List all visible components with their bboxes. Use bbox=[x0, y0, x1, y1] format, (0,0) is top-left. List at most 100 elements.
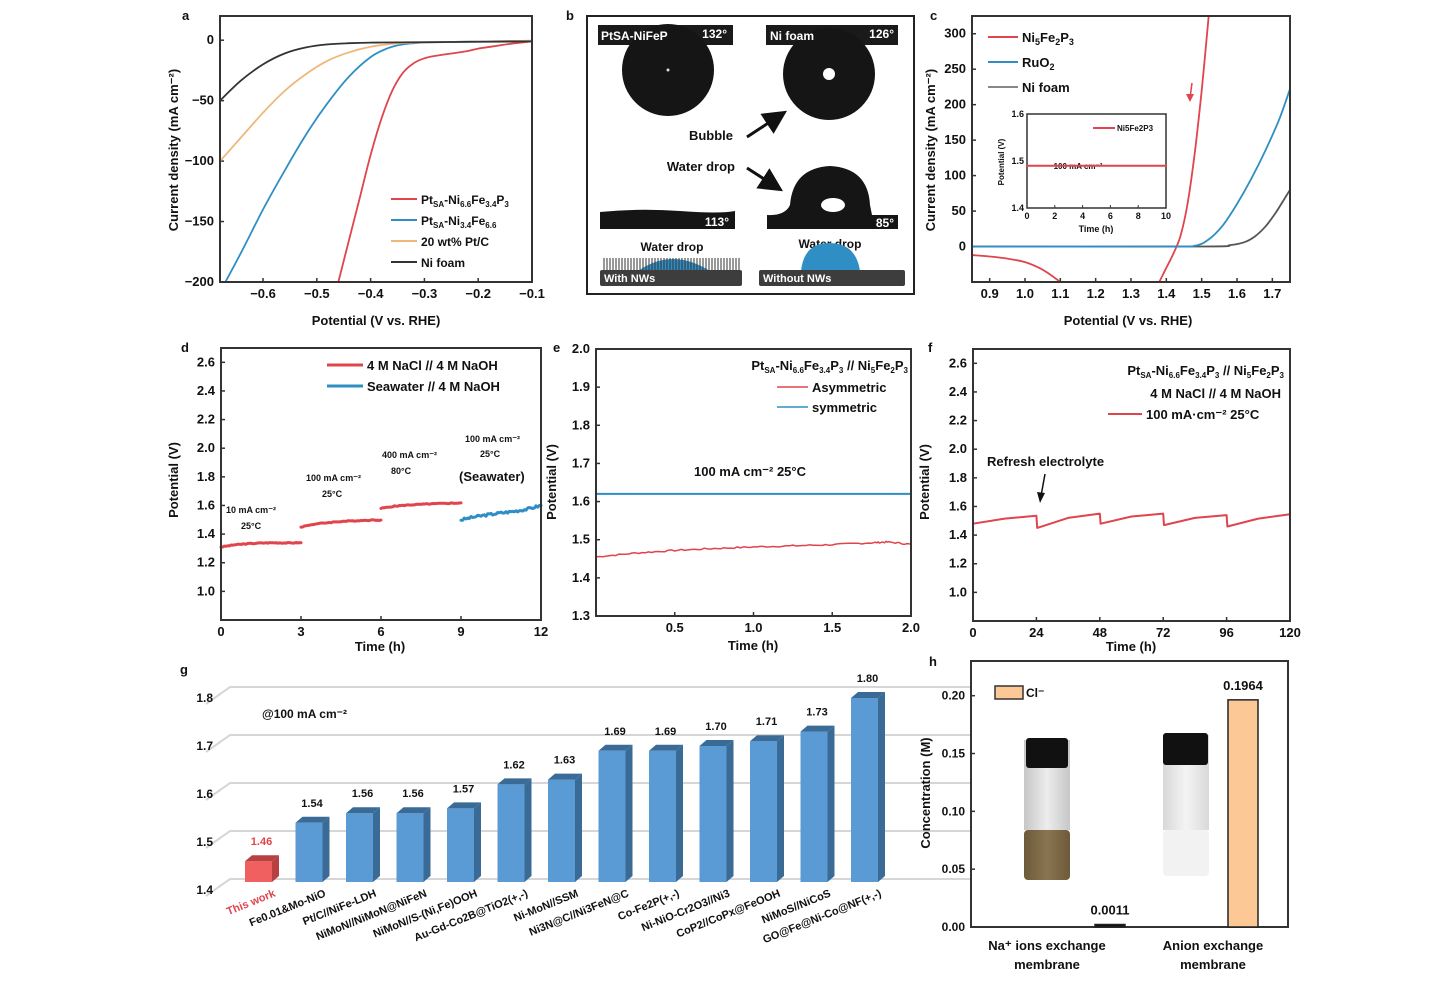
x-tick-label: 0 bbox=[217, 624, 224, 639]
legend-entry: Ni5Fe2P3 bbox=[1022, 30, 1074, 47]
y-tick-label: 2.6 bbox=[197, 354, 215, 369]
bar-top bbox=[800, 725, 835, 732]
inset-x-tick-label: 2 bbox=[1052, 211, 1057, 221]
series-line bbox=[459, 504, 543, 522]
annotation: 25°C bbox=[241, 521, 262, 531]
bar bbox=[447, 808, 474, 882]
legend-title: PtSA-Ni6.6Fe3.4P3 // Ni5Fe2P3 bbox=[1127, 363, 1284, 380]
inset-x-tick-label: 4 bbox=[1080, 211, 1085, 221]
legend-entry: 20 wt% Pt/C bbox=[421, 235, 489, 249]
value-label: 1.69 bbox=[604, 726, 625, 738]
bar bbox=[851, 698, 878, 882]
bar-top bbox=[346, 807, 380, 814]
x-tick-label: 0 bbox=[969, 625, 976, 640]
inset-y-tick-label: 1.4 bbox=[1011, 203, 1024, 213]
y-tick-label: 1.8 bbox=[949, 470, 967, 485]
category-label: membrane bbox=[1180, 957, 1246, 972]
y-tick-label: 1.4 bbox=[572, 570, 591, 585]
legend-entry: PtSA-Ni3.4Fe6.6 bbox=[421, 214, 497, 230]
bar-top bbox=[649, 744, 683, 751]
y-tick-label: 2.2 bbox=[949, 413, 967, 428]
legend: Ni5Fe2P3 RuO2 Ni foam bbox=[988, 30, 1074, 95]
y-tick-label: 0 bbox=[959, 239, 966, 254]
y-tick-label: 2.4 bbox=[949, 384, 968, 399]
bar-top bbox=[447, 802, 481, 809]
y-axis-label: Current density (mA cm⁻²) bbox=[166, 69, 181, 231]
legend: 4 M NaCl // 4 M NaOH Seawater // 4 M NaO… bbox=[327, 358, 500, 394]
y-tick-label: 1.8 bbox=[197, 469, 215, 484]
y-tick-label: 0 bbox=[207, 32, 214, 47]
annotation: 400 mA cm⁻² bbox=[382, 450, 437, 460]
panel-h-chloride-concentration: h 0.00 0.05 0.10 0.15 0.20 0.0011 0.1964 Conce… bbox=[918, 654, 1289, 972]
value-label: 1.46 bbox=[251, 836, 272, 848]
arrow-icon bbox=[746, 110, 788, 139]
contact-angle: 113° bbox=[705, 215, 729, 229]
legend-entry: Ni foam bbox=[421, 256, 465, 270]
panel-label: h bbox=[929, 654, 937, 669]
y-tick-label: 2.0 bbox=[572, 341, 590, 356]
inset-x-tick-label: 0 bbox=[1024, 211, 1029, 221]
annotation: 100 mA cm⁻² bbox=[306, 473, 361, 483]
value-label: 0.1964 bbox=[1223, 678, 1264, 693]
x-tick-label: −0.1 bbox=[519, 286, 545, 301]
x-tick-label: 1.7 bbox=[1263, 286, 1281, 301]
value-label: 1.56 bbox=[352, 788, 373, 800]
vial-photo-right bbox=[1163, 733, 1209, 876]
value-label: 1.57 bbox=[453, 783, 474, 795]
gridline bbox=[205, 686, 1000, 705]
plot-frame bbox=[971, 15, 1291, 283]
annotation: Refresh electrolyte bbox=[987, 454, 1104, 469]
y-tick-label: 1.6 bbox=[949, 498, 967, 513]
x-tick-label: 9 bbox=[457, 624, 464, 639]
panel-a-hydrogen-evolution-polarization: a −0.6 −0.5 −0.4 −0.3 −0.2 −0.1 0 −50 −100 −150 −2… bbox=[166, 8, 545, 328]
annotation: 100 mA cm⁻² 25°C bbox=[694, 464, 807, 479]
legend-entry: 100 mA·cm⁻² 25°C bbox=[1146, 407, 1260, 422]
bar-top bbox=[598, 744, 633, 751]
annotation: 10 mA cm⁻² bbox=[226, 505, 276, 515]
y-tick-label: 1.5 bbox=[572, 532, 590, 547]
panel-f-long-term-stability: f 0 24 48 72 96 120 1.0 1.2 1.4 1.6 1.8 2.0 2.2 2.4 2.… bbox=[917, 340, 1301, 654]
x-tick-label: 24 bbox=[1029, 625, 1044, 640]
annotation: 25°C bbox=[480, 449, 501, 459]
plot-area: 0 3 6 9 12 1.0 1.2 1.4 1.6 1.8 2.0 2.2 2.4 2.6 bbox=[197, 354, 548, 639]
x-tick-label: 0.9 bbox=[981, 286, 999, 301]
y-tick-label: 250 bbox=[944, 61, 966, 76]
nanowire-array bbox=[603, 258, 740, 270]
bar-side bbox=[676, 744, 683, 882]
category-label: membrane bbox=[1014, 957, 1080, 972]
bar-side bbox=[524, 778, 532, 882]
bar-side bbox=[322, 816, 330, 882]
bar-top bbox=[497, 778, 532, 785]
inset-y-tick-label: 1.6 bbox=[1011, 109, 1024, 119]
image-title: Ni foam bbox=[770, 29, 814, 43]
vial-cap bbox=[1026, 738, 1068, 768]
y-tick-label: −150 bbox=[185, 214, 214, 229]
inset-x-tick-label: 10 bbox=[1161, 211, 1171, 221]
x-tick-label: 6 bbox=[377, 624, 384, 639]
y-axis-label: Potential (V) bbox=[166, 442, 181, 518]
bar bbox=[699, 746, 727, 882]
y-tick-label: 2.0 bbox=[197, 440, 215, 455]
bar-side bbox=[726, 740, 734, 882]
plot-area: 0.00 0.05 0.10 0.15 0.20 0.0011 0.1964 bbox=[942, 678, 1264, 934]
contact-angle: 132° bbox=[702, 27, 727, 41]
substrate bbox=[759, 270, 905, 286]
x-tick-label: −0.4 bbox=[358, 286, 384, 301]
chart-annotation: @100 mA cm⁻² bbox=[262, 707, 347, 721]
x-tick-label: 3 bbox=[297, 624, 304, 639]
panel-c-oxygen-evolution-polarization: c 0.9 1.0 1.1 1.2 1.3 1.4 1.5 1.6 1.705010015020… bbox=[923, 8, 1291, 328]
legend-entry: Ni foam bbox=[1022, 80, 1070, 95]
y-tick-label: 50 bbox=[952, 203, 966, 218]
y-tick-label: 1.8 bbox=[196, 691, 213, 705]
arrow-icon bbox=[1040, 473, 1046, 497]
water-drop-label: Water drop bbox=[667, 159, 735, 174]
panel-label: e bbox=[553, 340, 560, 355]
x-axis-label: Time (h) bbox=[355, 639, 405, 654]
bar bbox=[548, 779, 575, 882]
value-label: 1.62 bbox=[503, 759, 524, 771]
bar-side bbox=[272, 855, 279, 882]
legend-entry: symmetric bbox=[812, 400, 877, 415]
series-line bbox=[972, 254, 1062, 282]
x-axis-label: Potential (V vs. RHE) bbox=[1064, 313, 1193, 328]
